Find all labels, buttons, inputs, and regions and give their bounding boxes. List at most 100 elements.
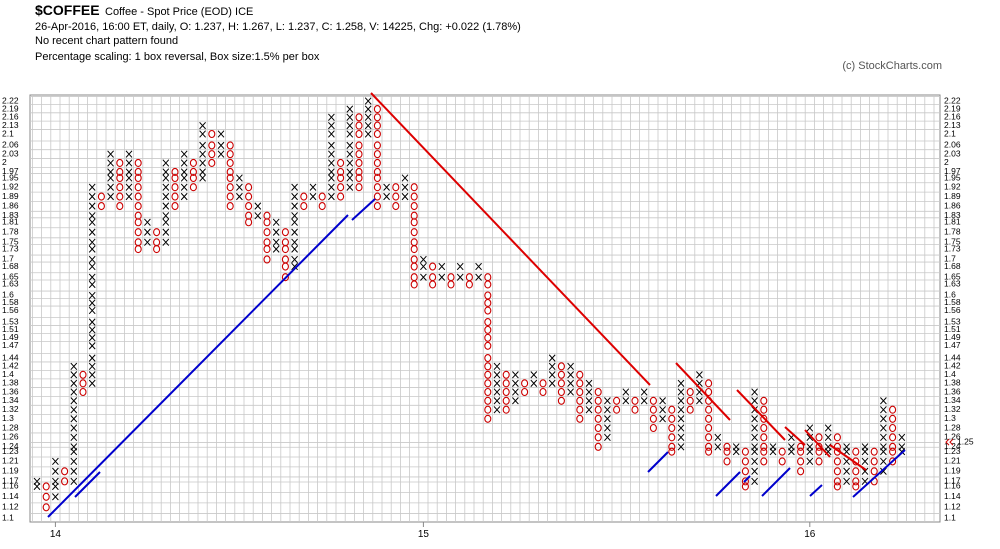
o-column — [429, 262, 437, 289]
y-tick-label-right: 1.53 — [944, 316, 961, 326]
o-box — [373, 150, 381, 159]
x-box — [880, 397, 887, 405]
x-column — [236, 174, 243, 201]
y-tick-label: 2.1 — [2, 128, 14, 138]
x-box — [199, 130, 206, 138]
x-box — [291, 245, 298, 253]
o-box — [649, 423, 657, 433]
x-box — [751, 388, 758, 396]
x-box — [144, 238, 151, 246]
x-column — [659, 397, 666, 423]
y-tick-label-right: 1.83 — [944, 210, 961, 220]
support-line — [715, 471, 741, 497]
o-box — [502, 396, 510, 405]
o-box — [373, 202, 381, 211]
x-column — [438, 262, 446, 281]
y-tick-label-right: 2.03 — [944, 148, 961, 158]
o-box — [410, 228, 418, 237]
o-box — [686, 396, 694, 405]
x-box — [806, 457, 814, 466]
o-box — [705, 423, 713, 433]
o-box — [392, 202, 400, 211]
o-box — [760, 447, 768, 456]
x-box — [70, 406, 78, 414]
x-box — [291, 262, 298, 271]
x-column — [33, 477, 41, 491]
y-tick-label-right: 1.42 — [944, 361, 961, 371]
x-box — [144, 228, 151, 236]
o-box — [760, 433, 768, 442]
x-box — [88, 371, 96, 379]
x-box — [291, 238, 298, 246]
y-tick-label: 1.26 — [2, 432, 19, 442]
y-tick-label-right: 1.24 — [944, 441, 961, 451]
x-column — [677, 379, 685, 451]
x-box — [88, 255, 96, 264]
x-box — [180, 192, 188, 201]
o-column — [171, 167, 179, 211]
x-box — [162, 202, 170, 210]
o-box — [281, 255, 289, 264]
y-tick-label-right: 2.06 — [944, 140, 961, 150]
o-box — [815, 442, 823, 451]
x-box — [52, 467, 59, 475]
o-box — [226, 173, 234, 183]
x-column — [604, 397, 611, 441]
o-column — [447, 273, 455, 289]
x-box — [199, 121, 206, 130]
o-box — [797, 457, 805, 466]
o-box — [502, 370, 510, 379]
o-box — [631, 396, 639, 405]
x-column — [585, 379, 593, 414]
o-box — [484, 379, 492, 388]
y-tick-label-right: 1.78 — [944, 226, 961, 236]
x-column — [88, 183, 96, 387]
o-column — [337, 158, 345, 201]
x-box — [843, 457, 850, 466]
o-box — [723, 447, 731, 456]
o-box — [557, 362, 565, 371]
x-box — [420, 255, 427, 264]
x-box — [70, 379, 78, 387]
o-box — [134, 192, 142, 201]
o-box — [171, 167, 179, 176]
o-box — [741, 482, 749, 491]
o-box — [355, 129, 363, 139]
o-box — [134, 183, 142, 192]
x-box — [52, 457, 59, 466]
o-box — [373, 129, 381, 139]
o-box — [245, 202, 253, 211]
x-box — [806, 443, 814, 451]
x-box — [88, 212, 96, 220]
y-tick-label-right: 1.17 — [944, 476, 961, 486]
o-box — [208, 129, 216, 139]
o-box — [410, 211, 418, 220]
o-box — [668, 433, 676, 442]
x-column — [162, 159, 170, 246]
o-box — [741, 467, 749, 476]
x-column — [217, 130, 225, 158]
o-box — [594, 387, 602, 397]
o-box — [557, 370, 565, 379]
x-box — [585, 379, 593, 387]
o-box — [594, 396, 602, 405]
x-box — [622, 388, 630, 396]
o-box — [521, 387, 529, 397]
o-box — [392, 183, 400, 192]
y-tick-label-right: 1.28 — [944, 422, 961, 432]
x-column — [52, 457, 59, 501]
x-tick-label: 16 — [804, 529, 816, 540]
o-box — [576, 405, 584, 414]
x-column — [272, 218, 280, 253]
x-box — [52, 493, 59, 501]
o-box — [355, 158, 363, 168]
x-box — [401, 183, 409, 191]
x-box — [346, 159, 354, 167]
x-column — [861, 443, 869, 485]
o-box — [889, 423, 897, 433]
o-box — [686, 405, 694, 414]
x-box — [567, 362, 574, 370]
y-tick-label: 1.78 — [2, 226, 19, 236]
x-column — [475, 262, 482, 281]
x-column — [732, 443, 740, 456]
